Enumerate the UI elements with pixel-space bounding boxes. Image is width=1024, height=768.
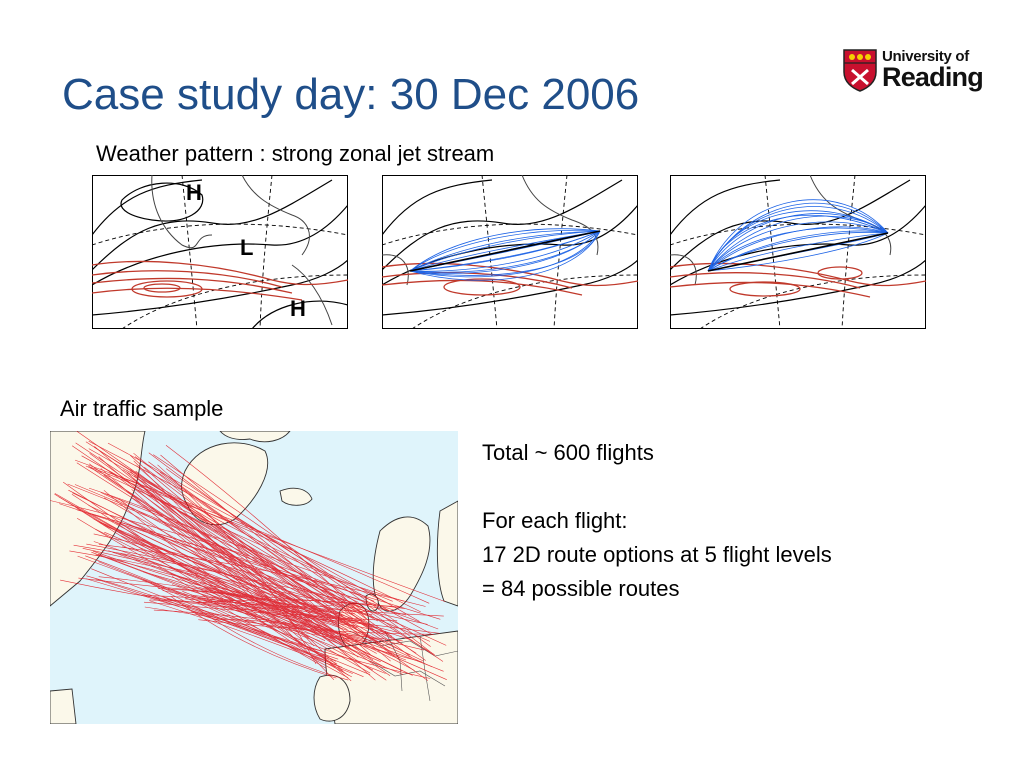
flight-track [130, 471, 374, 661]
flight-track [91, 551, 404, 675]
jet-stream-map: H L H [92, 175, 348, 329]
flight-track [107, 442, 434, 655]
flight-track [134, 456, 426, 661]
flight-track [144, 467, 391, 662]
flight-track [143, 579, 329, 660]
westbound-routes-map [670, 175, 926, 329]
weather-caption: Weather pattern : strong zonal jet strea… [96, 141, 495, 166]
flight-track [171, 584, 365, 622]
flight-track [135, 470, 359, 603]
flight-track [109, 472, 421, 613]
flight-track [171, 576, 327, 669]
logo-text-line2: Reading [882, 62, 984, 92]
logo-text-line1: University of [882, 48, 969, 65]
flight-track [122, 469, 393, 655]
flight-track [75, 442, 401, 658]
flight-track [120, 535, 344, 645]
flight-track [200, 597, 423, 663]
flight-track [198, 619, 435, 635]
flight-track [69, 550, 363, 622]
flight-track [198, 609, 349, 681]
flight-track [90, 466, 446, 602]
flight-track [93, 541, 447, 680]
total-flights-text: Total ~ 600 flights [482, 440, 654, 465]
flight-track [95, 528, 381, 662]
flight-track [117, 521, 431, 642]
flight-track [118, 498, 413, 676]
flight-track [140, 579, 349, 679]
flight-track [60, 579, 398, 622]
flight-track [122, 546, 343, 643]
flight-track [144, 606, 403, 642]
flight-track [213, 618, 367, 642]
flight-track [85, 465, 412, 658]
flight-track [148, 452, 444, 662]
traffic-caption: Air traffic sample [60, 396, 224, 421]
pressure-low-label: L [240, 235, 253, 260]
flight-track [105, 493, 404, 602]
pressure-high-label: H [186, 180, 202, 205]
flight-track [148, 461, 435, 656]
flight-track [163, 596, 371, 675]
flight-track [103, 497, 433, 668]
flight-track [49, 500, 375, 602]
flight-track [157, 464, 317, 665]
university-logo: University of Reading [842, 48, 984, 94]
flight-track [136, 465, 410, 656]
flight-track [85, 555, 352, 678]
flight-track [133, 452, 371, 655]
flight-track [170, 596, 337, 679]
flight-track [88, 463, 391, 677]
flight-track [68, 489, 342, 636]
flight-track [78, 577, 403, 608]
flight-track [76, 462, 391, 649]
flight-track [85, 441, 393, 602]
flight-track [98, 544, 426, 607]
flight-track [88, 465, 393, 639]
slide-title: Case study day: 30 Dec 2006 [62, 70, 640, 119]
flight-track [159, 472, 381, 637]
flight-track [149, 600, 353, 674]
possible-routes-text: = 84 possible routes [482, 576, 680, 601]
pressure-high-label: H [290, 296, 306, 321]
flight-track [153, 454, 431, 647]
flight-track [85, 578, 323, 652]
per-flight-heading: For each flight: [482, 508, 628, 533]
flight-track [77, 555, 386, 674]
flight-track [76, 517, 337, 662]
flight-track [133, 475, 342, 630]
flight-track [217, 580, 355, 627]
flight-stats: Total ~ 600 flights For each flight: 17 … [482, 436, 832, 606]
flight-track [153, 609, 425, 651]
shield-icon [843, 49, 877, 92]
air-traffic-map [49, 430, 459, 725]
flight-track [95, 578, 364, 677]
eastbound-routes-map [382, 175, 638, 329]
flight-track [107, 519, 317, 635]
flight-track [77, 509, 439, 630]
route-options-text: 17 2D route options at 5 flight levels [482, 542, 832, 567]
flight-track [75, 506, 338, 665]
flight-track [182, 591, 380, 644]
flight-track [103, 490, 349, 676]
flight-track [209, 600, 444, 672]
